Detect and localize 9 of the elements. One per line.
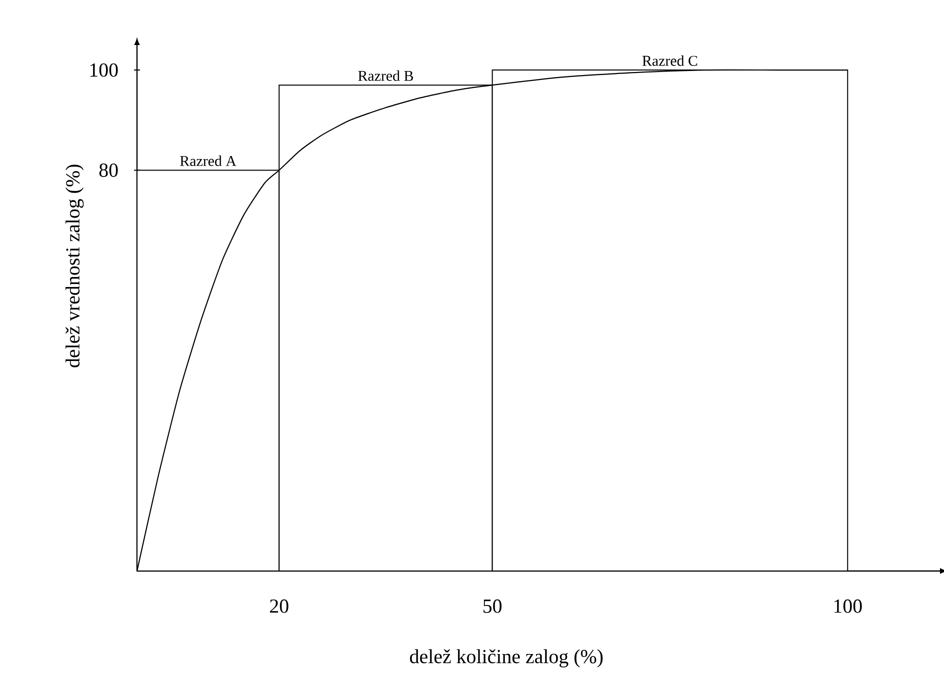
annotation: Razred C (642, 55, 698, 66)
annotation: Razred B (358, 70, 413, 81)
x-axis-title: delež količine zalog (%) (410, 649, 603, 668)
x-tick-label: 20 (270, 599, 288, 613)
x-tick-label: 100 (834, 599, 862, 613)
y-axis-title: delež vrednosti zalog (%) (66, 164, 84, 368)
annotation: Razred A (180, 156, 236, 166)
y-tick-label: 80 (99, 164, 118, 177)
x-tick-label: 50 (484, 599, 502, 613)
